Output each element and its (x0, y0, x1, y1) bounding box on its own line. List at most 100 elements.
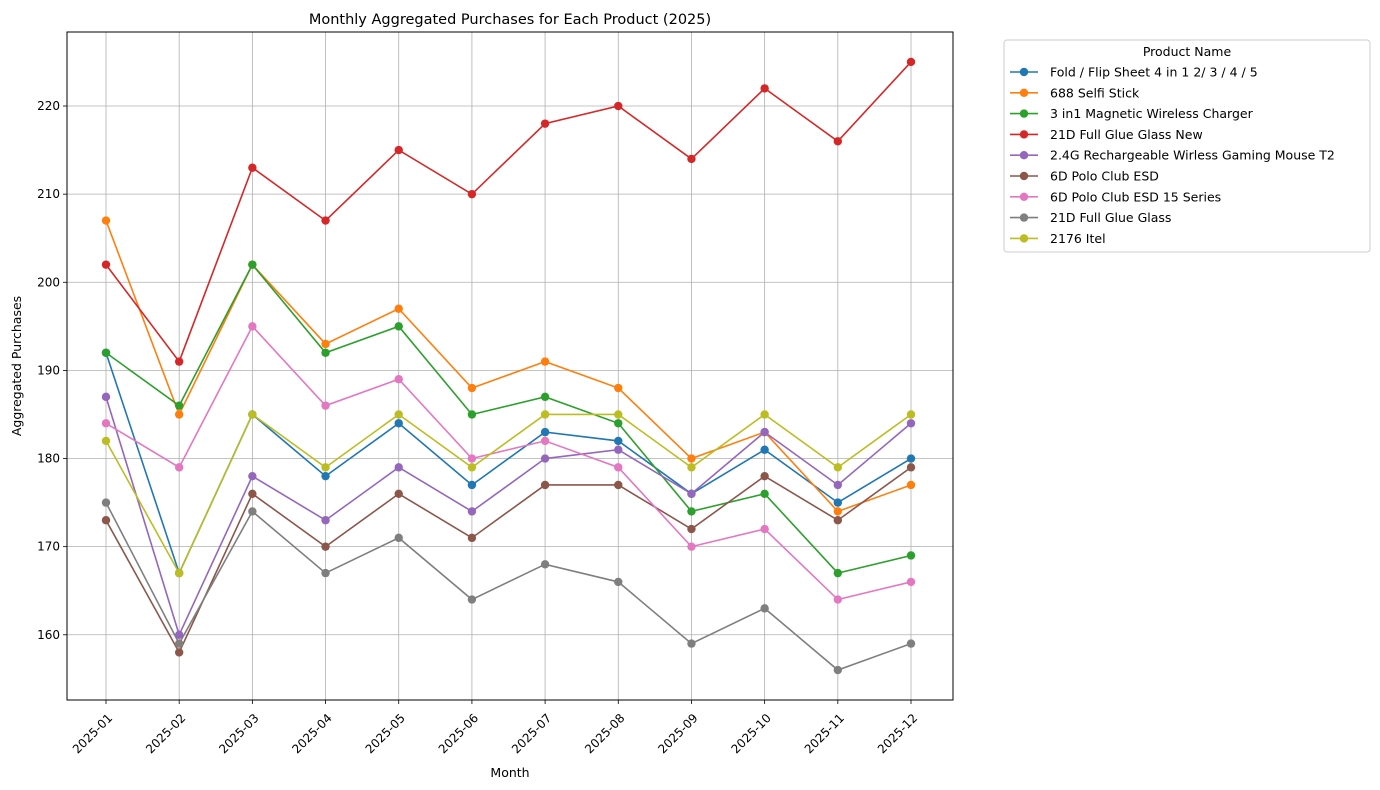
data-point (540, 436, 550, 446)
data-point (321, 348, 330, 357)
data-point (540, 410, 550, 419)
data-point (467, 533, 477, 543)
legend-label: 2.4G Rechargeable Wirless Gaming Mouse T… (1050, 148, 1335, 163)
data-point (760, 489, 769, 498)
data-point (321, 568, 330, 578)
series-line-6 (105, 466, 912, 655)
data-point (833, 137, 843, 146)
data-point (467, 383, 477, 393)
data-point (540, 427, 550, 437)
x-tick-label: 2025-03 (216, 711, 261, 756)
data-point (101, 216, 111, 225)
x-tick-label: 2025-11 (802, 711, 847, 756)
legend-marker (1019, 88, 1029, 98)
legend-marker (1019, 151, 1029, 160)
x-tick-label: 2025-05 (363, 711, 408, 756)
data-point (248, 410, 257, 419)
y-tick-label: 170 (37, 540, 60, 554)
data-point (321, 542, 330, 551)
data-point (614, 577, 623, 587)
data-point (101, 348, 111, 357)
legend-label: 21D Full Glue Glass New (1050, 127, 1203, 142)
data-point (321, 401, 330, 410)
data-point (174, 639, 184, 648)
data-point (101, 516, 111, 525)
y-tick-label: 210 (37, 187, 60, 201)
data-point (906, 551, 916, 560)
data-point (833, 516, 843, 525)
chart-title: Monthly Aggregated Purchases for Each Pr… (309, 12, 711, 28)
series-line-1 (105, 352, 912, 576)
data-point (321, 339, 330, 349)
data-point (906, 454, 916, 463)
x-axis-ticks: 2025-01 2025-02 2025-03 2025-04 2025-05 2025-… (70, 700, 920, 756)
legend-label: 3 in1 Magnetic Wireless Charger (1050, 106, 1254, 121)
data-point (101, 498, 111, 507)
x-tick-label: 2025-06 (436, 711, 481, 756)
data-point (614, 463, 623, 472)
series-line-9 (105, 413, 912, 575)
data-point (540, 480, 550, 490)
data-point (760, 604, 769, 613)
data-point (760, 471, 769, 481)
legend-marker (1019, 213, 1029, 222)
y-tick-label: 220 (37, 99, 60, 113)
data-point (394, 375, 403, 384)
y-tick-label: 180 (37, 452, 60, 466)
y-tick-label: 200 (37, 275, 60, 289)
series-line-5 (105, 396, 912, 638)
x-tick-label: 2025-09 (655, 711, 700, 756)
data-point (321, 216, 330, 225)
data-point (540, 560, 550, 569)
data-point (101, 419, 111, 428)
data-point (248, 507, 257, 516)
data-point (101, 436, 111, 446)
legend-marker (1019, 67, 1029, 77)
data-point (760, 524, 769, 534)
x-tick-label: 2025-04 (289, 711, 334, 756)
x-tick-label: 2025-02 (143, 711, 188, 756)
data-point (174, 648, 184, 657)
legend-marker (1019, 109, 1029, 118)
data-point (394, 322, 403, 331)
data-point (540, 357, 550, 366)
data-point (614, 383, 623, 393)
data-point (394, 463, 403, 472)
data-point (760, 445, 769, 454)
data-point (321, 463, 330, 472)
data-point (833, 463, 843, 472)
data-point (101, 260, 111, 269)
data-point (833, 498, 843, 507)
series-line-8 (105, 502, 912, 671)
data-point (760, 427, 769, 437)
x-tick-label: 2025-12 (875, 711, 920, 756)
data-point (906, 57, 916, 67)
data-point (394, 489, 403, 498)
data-point (321, 471, 330, 481)
data-point (394, 145, 403, 155)
x-axis-label: Month (490, 765, 529, 780)
y-axis-ticks: 160 170 180 190 200 210 220 (37, 99, 67, 642)
data-point (687, 524, 696, 534)
data-point (906, 639, 916, 648)
series-line-3 (105, 263, 912, 574)
data-point (760, 410, 769, 419)
data-point (394, 419, 403, 428)
y-tick-label: 160 (37, 628, 60, 642)
series-lines (105, 61, 912, 671)
data-point (906, 410, 916, 419)
data-point (248, 489, 257, 498)
data-point (174, 410, 184, 419)
data-point (540, 119, 550, 128)
data-point (467, 480, 477, 490)
data-point (687, 507, 696, 516)
data-point (174, 630, 184, 639)
data-point (687, 454, 696, 463)
data-point (467, 463, 477, 472)
data-point (248, 260, 257, 269)
legend-frame (1003, 39, 1371, 253)
legend-items: Fold / Flip Sheet 4 in 1 2/ 3 / 4 / 5 688… (1010, 65, 1335, 246)
data-point (394, 533, 403, 543)
data-point (687, 463, 696, 472)
data-point (174, 357, 184, 366)
